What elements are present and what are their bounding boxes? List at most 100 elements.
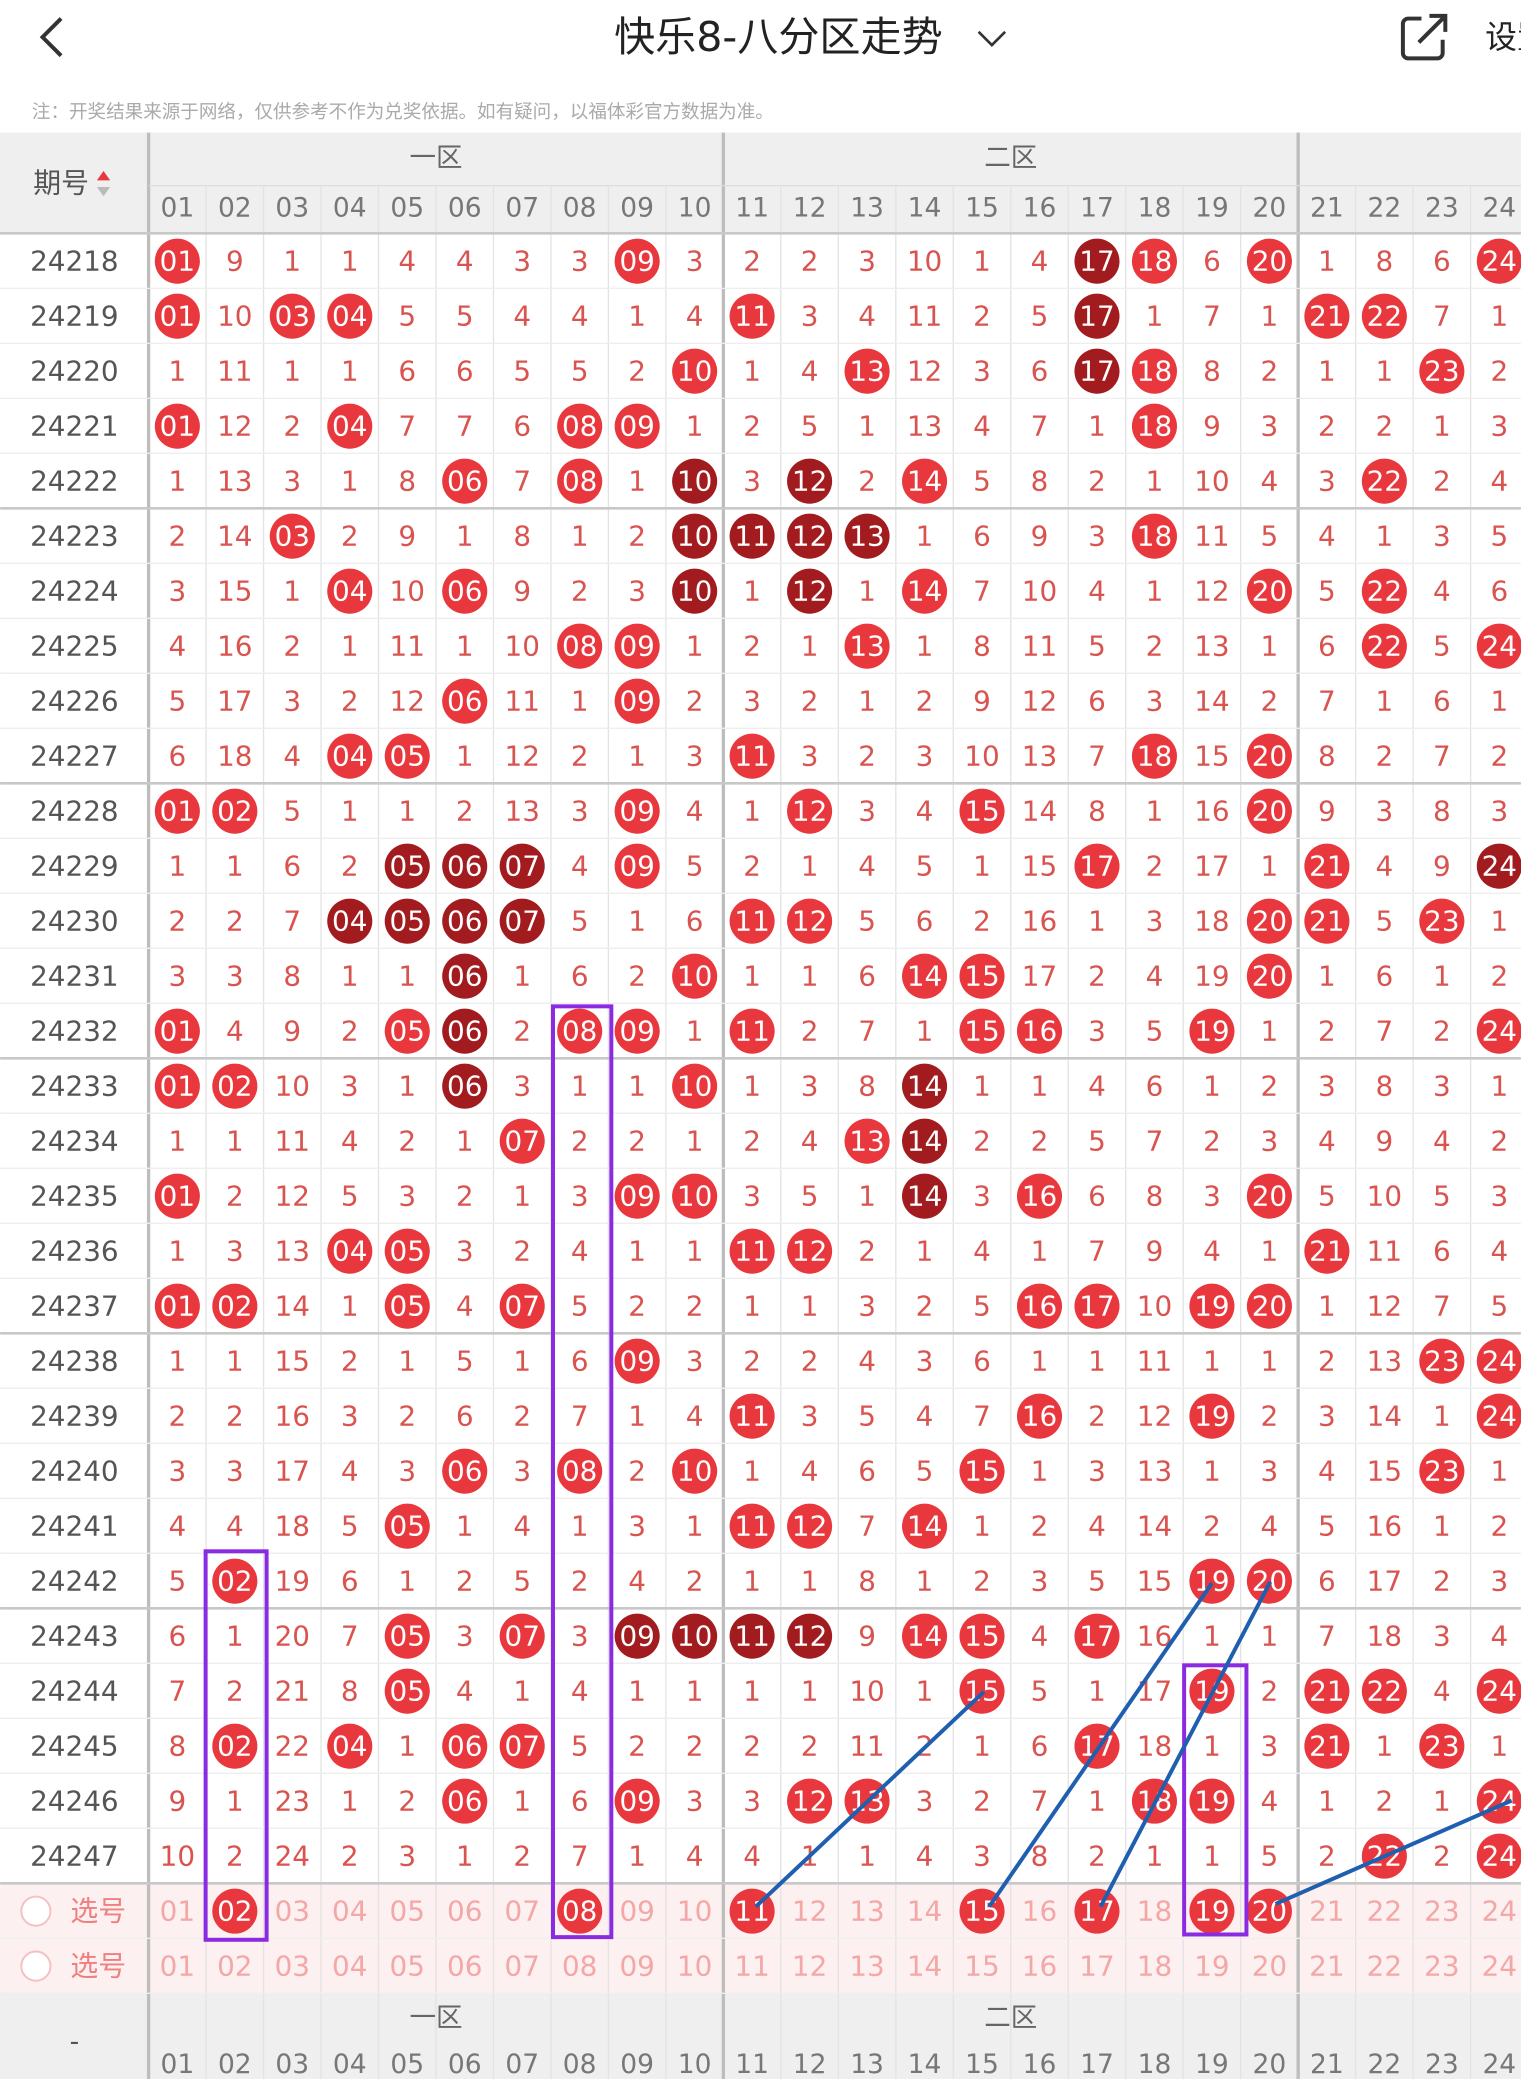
page-title[interactable]: 快乐8-八分区走势 (614, 13, 943, 61)
select-number[interactable]: 10 (677, 1895, 712, 1928)
sort-down[interactable] (96, 186, 111, 197)
sort-up[interactable] (96, 171, 111, 181)
select-number[interactable]: 06 (447, 1895, 482, 1928)
select-number[interactable]: 08 (562, 1950, 597, 1983)
hit-number: 21 (1309, 1730, 1344, 1763)
select-number[interactable]: 13 (849, 1950, 884, 1983)
select-number[interactable]: 14 (907, 1895, 942, 1928)
hit-ball (1361, 1668, 1407, 1714)
miss-count: 5 (1318, 1180, 1336, 1213)
select-number[interactable]: 18 (1137, 1895, 1172, 1928)
miss-count: 1 (341, 1785, 359, 1818)
select-number[interactable]: 22 (1367, 1950, 1402, 1983)
miss-count: 8 (1318, 740, 1336, 773)
miss-count: 1 (341, 795, 359, 828)
column-number: 07 (505, 2049, 539, 2079)
select-number[interactable]: 23 (1424, 1895, 1459, 1928)
miss-count: 3 (283, 685, 301, 718)
select-radio[interactable] (20, 1895, 52, 1927)
select-number[interactable]: 21 (1309, 1950, 1344, 1983)
select-number[interactable]: 10 (677, 1950, 712, 1983)
select-number[interactable]: 20 (1252, 1950, 1287, 1983)
select-number[interactable]: 03 (275, 1950, 310, 1983)
select-number[interactable]: 02 (217, 1895, 252, 1928)
select-number[interactable]: 08 (562, 1895, 597, 1928)
hit-number: 12 (792, 1785, 827, 1818)
back-button[interactable] (39, 17, 63, 58)
select-number[interactable]: 14 (907, 1950, 942, 1983)
select-number[interactable]: 03 (275, 1895, 310, 1928)
miss-count: 7 (973, 1400, 991, 1433)
miss-count: 3 (1490, 795, 1508, 828)
miss-count: 11 (849, 1730, 884, 1763)
select-number[interactable]: 05 (390, 1895, 425, 1928)
issue-header[interactable]: 期号 (33, 166, 89, 199)
select-number[interactable]: 18 (1137, 1950, 1172, 1983)
select-number[interactable]: 19 (1194, 1895, 1229, 1928)
miss-count: 20 (275, 1620, 310, 1653)
title-dropdown[interactable] (977, 30, 1007, 47)
miss-count: 6 (1490, 575, 1508, 608)
select-number[interactable]: 17 (1079, 1950, 1114, 1983)
column-number: 03 (275, 193, 309, 224)
select-number[interactable]: 01 (160, 1950, 195, 1983)
select-number[interactable]: 11 (734, 1950, 769, 1983)
select-number[interactable]: 07 (504, 1950, 539, 1983)
column-number: 23 (1425, 193, 1459, 224)
miss-count: 6 (571, 1785, 589, 1818)
select-number[interactable]: 16 (1022, 1895, 1057, 1928)
hit-ball (442, 953, 488, 999)
hit-number: 06 (447, 1730, 482, 1763)
select-number[interactable]: 24 (1482, 1950, 1517, 1983)
select-number[interactable]: 22 (1367, 1895, 1402, 1928)
select-number[interactable]: 24 (1482, 1895, 1517, 1928)
miss-count: 3 (341, 1070, 359, 1103)
miss-count: 1 (398, 960, 416, 993)
select-number[interactable]: 12 (792, 1895, 827, 1928)
select-number[interactable]: 16 (1022, 1950, 1057, 1983)
select-number[interactable]: 21 (1309, 1895, 1344, 1928)
miss-count: 2 (398, 1125, 416, 1158)
hit-ball (1361, 293, 1407, 339)
select-number[interactable]: 01 (160, 1895, 195, 1928)
miss-count: 1 (1088, 905, 1106, 938)
miss-count: 1 (1490, 905, 1508, 938)
select-number[interactable]: 12 (792, 1950, 827, 1983)
select-number[interactable]: 02 (217, 1950, 252, 1983)
miss-count: 1 (513, 960, 531, 993)
select-radio[interactable] (20, 1950, 52, 1982)
miss-count: 14 (1194, 685, 1229, 718)
select-number[interactable]: 07 (504, 1895, 539, 1928)
select-number[interactable]: 06 (447, 1950, 482, 1983)
select-number[interactable]: 09 (619, 1950, 654, 1983)
select-number[interactable]: 15 (964, 1950, 999, 1983)
select-number[interactable]: 04 (332, 1950, 367, 1983)
miss-count: 4 (168, 1510, 186, 1543)
issue-number: 24243 (30, 1620, 119, 1653)
hit-ball (327, 898, 373, 944)
miss-count: 1 (513, 1345, 531, 1378)
select-number[interactable]: 04 (332, 1895, 367, 1928)
miss-count: 2 (1490, 355, 1508, 388)
hit-number: 20 (1252, 245, 1287, 278)
select-number[interactable]: 09 (619, 1895, 654, 1928)
miss-count: 7 (341, 1620, 359, 1653)
miss-count: 2 (916, 685, 934, 718)
miss-count: 8 (858, 1070, 876, 1103)
miss-count: 4 (283, 740, 301, 773)
miss-count: 6 (1433, 685, 1451, 718)
select-number[interactable]: 13 (849, 1895, 884, 1928)
miss-count: 9 (1203, 410, 1221, 443)
select-number[interactable]: 05 (390, 1950, 425, 1983)
hit-number: 20 (1252, 795, 1287, 828)
select-number[interactable]: 23 (1424, 1950, 1459, 1983)
miss-count: 5 (1490, 520, 1508, 553)
select-number[interactable]: 19 (1194, 1950, 1229, 1983)
settings-button[interactable]: 设置 (1485, 18, 1521, 56)
miss-count: 1 (1490, 300, 1508, 333)
share-button[interactable] (1400, 13, 1448, 61)
hit-ball (1476, 1668, 1521, 1714)
miss-count: 1 (341, 465, 359, 498)
select-number[interactable]: 17 (1079, 1895, 1114, 1928)
column-number: 11 (735, 193, 769, 224)
